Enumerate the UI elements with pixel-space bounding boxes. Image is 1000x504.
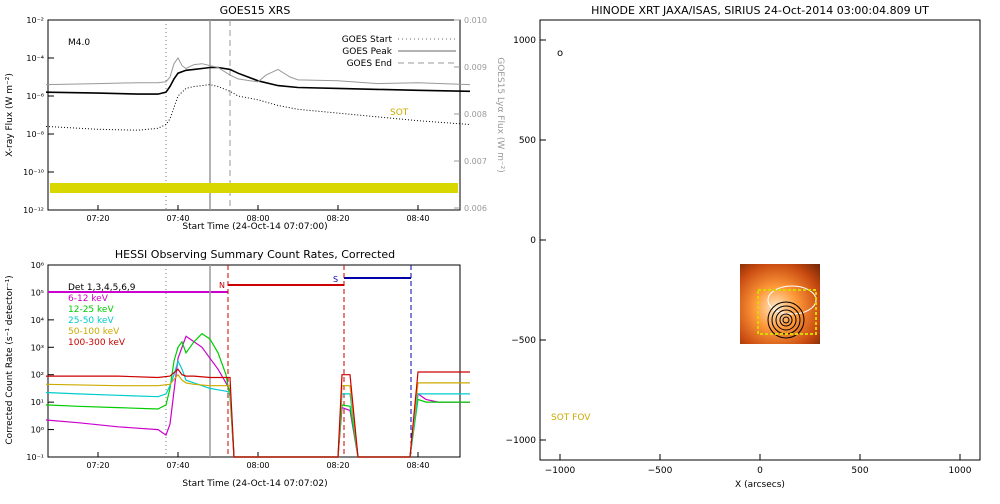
xrt-y-tick-label: 500 <box>519 136 536 146</box>
xrt-y-tick-label: −1000 <box>506 436 537 446</box>
goes-series <box>45 57 471 131</box>
hessi-x-tick-label: 07:40 <box>166 461 189 470</box>
xrt-x-tick-label: 500 <box>851 466 868 476</box>
goes-x-label: Start Time (24-Oct-14 07:07:00) <box>182 222 327 232</box>
xrt-panel: HINODE XRT JAXA/ISAS, SIRIUS 24-Oct-2014… <box>506 4 981 490</box>
goes-y-tick-label: 10⁻¹² <box>23 206 44 215</box>
hessi-y-tick-label: 10⁰ <box>31 426 44 435</box>
hessi-panel: HESSI Observing Summary Count Rates, Cor… <box>5 248 470 489</box>
goes-y-tick-label: 10⁻⁴ <box>26 54 44 63</box>
hessi-series-6-12-kev <box>45 335 470 458</box>
hessi-y-tick-label: 10⁴ <box>31 316 44 325</box>
legend-100-300-kev: 100-300 keV <box>68 338 126 348</box>
xrt-contour <box>775 309 797 331</box>
goes-x-tick-label: 08:00 <box>246 214 269 223</box>
xrt-x-tick-label: −500 <box>648 466 673 476</box>
goes-y-tick-label: 10⁻⁸ <box>26 130 44 139</box>
hessi-y-tick-label: 10⁶ <box>31 261 44 270</box>
xrt-x-label: X (arcsecs) <box>735 480 785 490</box>
sot-fov-label: SOT FOV <box>551 413 591 423</box>
hessi-y-ticks: 10⁻¹ 10⁰ 10¹ 10² 10³ 10⁴ 10⁵ 10⁶ <box>26 261 54 462</box>
goes-series-lyman-alpha <box>45 57 471 86</box>
goes-right-y-label: GOES15 Lyα Flux (W m⁻²) <box>495 57 505 173</box>
xrt-y-tick-label: 0 <box>530 236 536 246</box>
flag-n-label: N <box>219 281 225 290</box>
hessi-series <box>45 332 470 458</box>
hessi-detectors: Det 1,3,4,5,6,9 <box>68 283 136 293</box>
hessi-y-tick-label: 10³ <box>31 343 44 352</box>
hessi-attenuator-flags: N S <box>48 275 411 293</box>
goes-series-high <box>45 84 471 131</box>
hessi-x-tick-label: 08:20 <box>326 461 349 470</box>
hessi-y-tick-label: 10⁵ <box>31 288 44 297</box>
xrt-y-tick-label: −500 <box>511 336 536 346</box>
goes-x-tick-label: 08:40 <box>406 214 429 223</box>
hessi-x-ticks: 07:20 07:40 08:00 08:20 08:40 <box>86 452 430 470</box>
xrt-y-tick-label: 1000 <box>513 36 536 46</box>
goes-right-y-ticks: 0.006 0.007 0.008 0.009 0.010 <box>454 16 487 213</box>
goes-right-tick-label: 0.006 <box>464 204 487 213</box>
hessi-series-25-50-kev <box>45 359 470 458</box>
hessi-y-tick-label: 10² <box>31 371 44 380</box>
xrt-image <box>740 264 820 344</box>
goes-right-tick-label: 0.008 <box>464 110 487 119</box>
hessi-y-label: Corrected Count Rate (s⁻¹ detector⁻¹) <box>5 275 15 444</box>
xrt-title: HINODE XRT JAXA/ISAS, SIRIUS 24-Oct-2014… <box>591 4 929 17</box>
xrt-x-tick-label: −1000 <box>545 466 576 476</box>
goes-y-ticks: 10⁻¹² 10⁻¹⁰ 10⁻⁸ 10⁻⁶ 10⁻⁴ 10⁻² <box>23 16 54 215</box>
goes-right-tick-label: 0.009 <box>464 63 487 72</box>
hessi-y-tick-label: 10⁻¹ <box>26 453 44 462</box>
goes-panel: GOES15 XRS 10⁻¹² 10⁻¹⁰ 10⁻⁸ 10⁻⁶ 10⁻⁴ 10⁻² 0.… <box>5 4 505 232</box>
goes-y-tick-label: 10⁻² <box>26 16 44 25</box>
goes-y-tick-label: 10⁻¹⁰ <box>23 168 44 177</box>
hessi-legend: Det 1,3,4,5,6,9 6-12 keV 12-25 keV 25-50… <box>68 283 136 348</box>
hessi-title: HESSI Observing Summary Count Rates, Cor… <box>115 248 395 261</box>
xrt-image-cutout <box>740 264 820 344</box>
xrt-marker: o <box>557 48 563 59</box>
goes-right-tick-label: 0.010 <box>464 16 487 25</box>
goes-y-tick-label: 10⁻⁶ <box>26 92 44 101</box>
flag-s-label: S <box>333 275 338 284</box>
hessi-x-tick-label: 07:20 <box>86 461 109 470</box>
hessi-x-tick-label: 08:40 <box>406 461 429 470</box>
goes-x-tick-label: 07:20 <box>86 214 109 223</box>
hessi-y-tick-label: 10¹ <box>31 398 44 407</box>
hessi-x-label: Start Time (24-Oct-14 07:07:02) <box>182 479 327 489</box>
xrt-contour <box>782 316 790 324</box>
goes-coverage-bar <box>50 183 458 193</box>
goes-y-label: X-ray Flux (W m⁻²) <box>5 73 15 157</box>
xrt-x-tick-label: 0 <box>757 466 763 476</box>
goes-x-ticks: 07:20 07:40 08:00 08:20 08:40 <box>86 205 430 223</box>
hessi-event-lines <box>165 265 412 457</box>
legend-goes-start: GOES Start <box>342 35 393 45</box>
legend-25-50-kev: 25-50 keV <box>68 316 114 326</box>
hessi-series-100-300-kev <box>46 368 470 458</box>
hessi-x-tick-label: 08:00 <box>246 461 269 470</box>
legend-goes-end: GOES End <box>347 59 392 69</box>
legend-goes-peak: GOES Peak <box>342 47 392 57</box>
goes-right-tick-label: 0.007 <box>464 157 487 166</box>
goes-legend: GOES Start GOES Peak GOES End <box>342 35 456 69</box>
xrt-x-tick-label: 1000 <box>949 466 972 476</box>
goes-event-lines <box>165 20 231 210</box>
legend-50-100-kev: 50-100 keV <box>68 327 120 337</box>
sot-fov-box <box>757 289 817 335</box>
flare-class-label: M4.0 <box>68 38 90 48</box>
xrt-ticks: −1000 −500 0 500 1000 −1000 −500 0 500 1000 <box>506 36 972 476</box>
hessi-plot-frame <box>47 264 461 458</box>
xrt-contour <box>767 301 805 339</box>
goes-plot-frame <box>47 19 461 211</box>
goes-sot-label: SOT <box>390 108 409 118</box>
hessi-series-50-100-kev <box>45 373 470 458</box>
legend-12-25-kev: 12-25 keV <box>68 305 114 315</box>
goes-title: GOES15 XRS <box>220 4 291 17</box>
goes-x-tick-label: 07:40 <box>166 214 189 223</box>
xrt-contour <box>779 313 793 327</box>
goes-series-low <box>45 66 471 95</box>
goes-x-tick-label: 08:20 <box>326 214 349 223</box>
legend-6-12-kev: 6-12 keV <box>68 294 109 304</box>
xrt-plot-frame <box>539 19 981 461</box>
